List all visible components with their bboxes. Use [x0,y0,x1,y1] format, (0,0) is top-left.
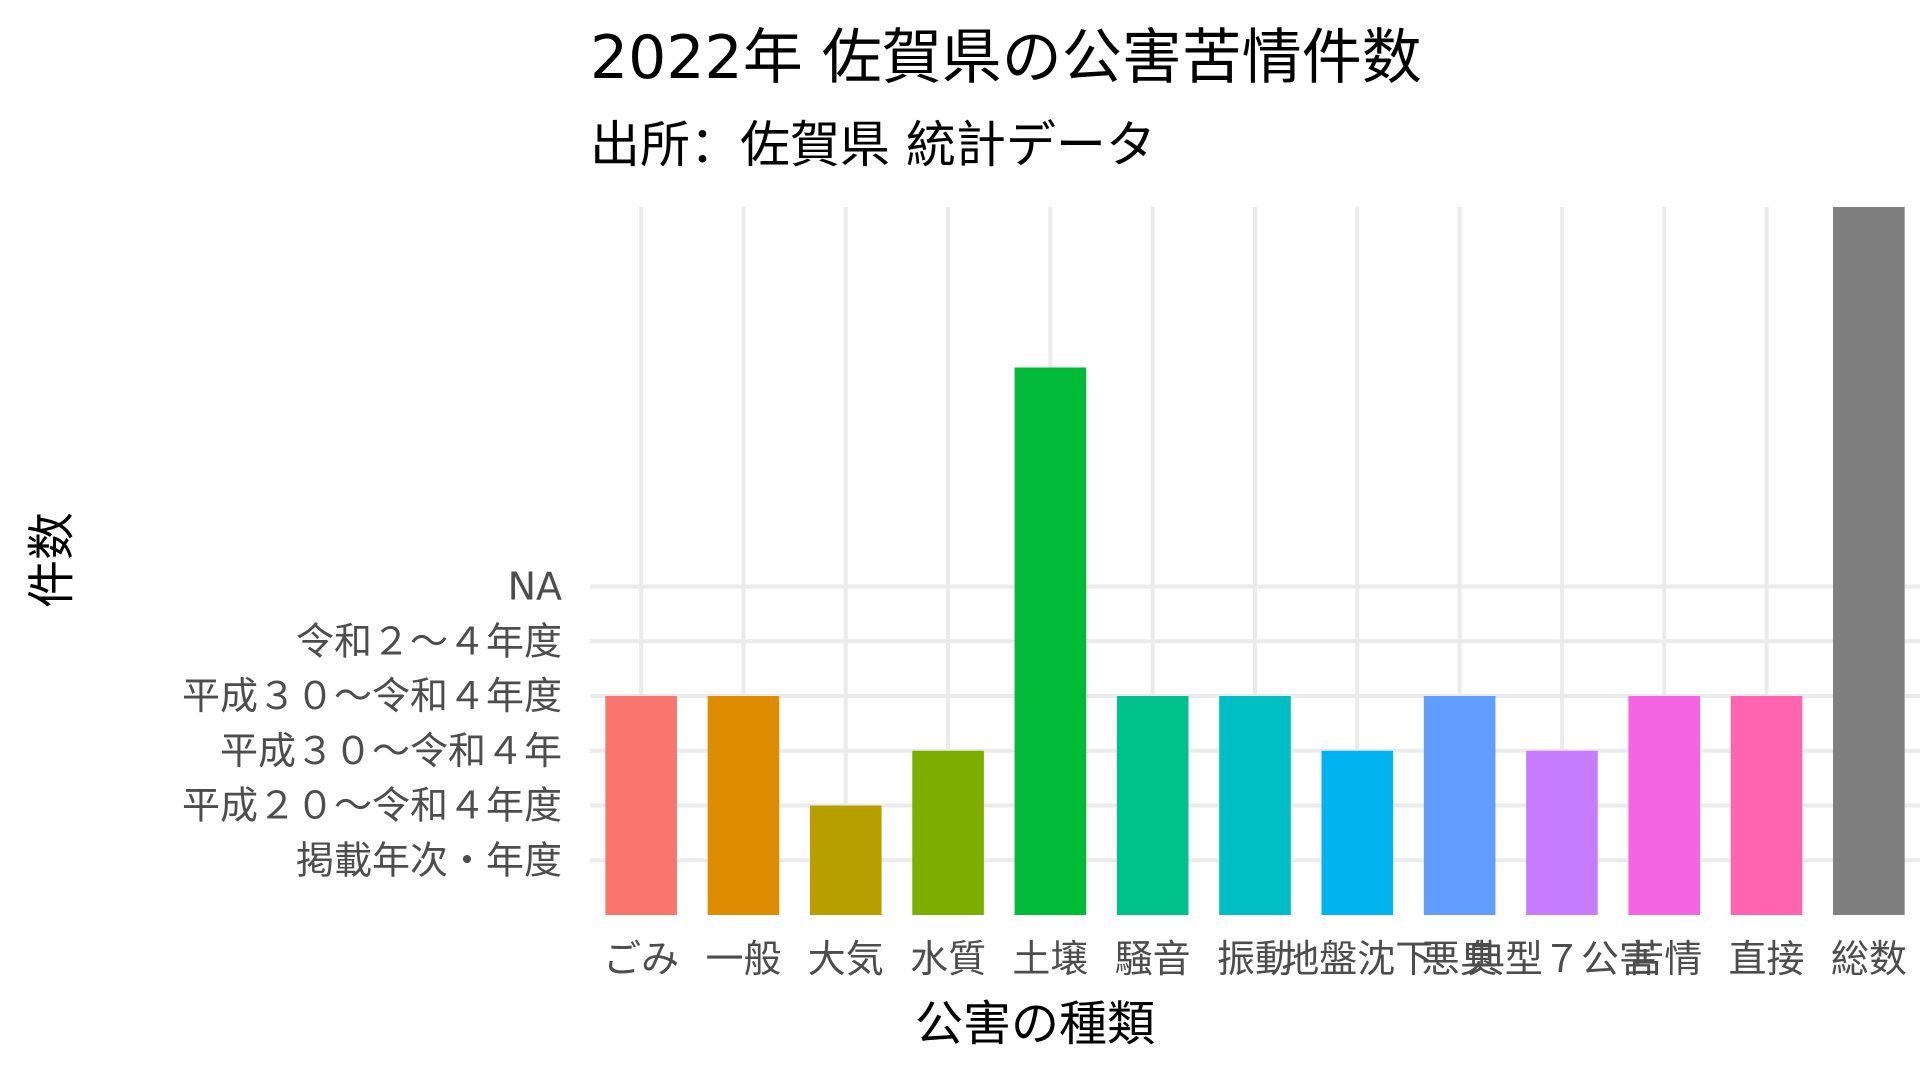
bar-7 [1219,696,1291,915]
y-tick-label: 掲載年次・年度 [296,838,562,882]
x-axis-title: 公害の種類 [915,996,1155,1052]
y-tick-label: 令和２～４年度 [296,619,562,663]
x-tick-label: 総数 [1831,937,1907,981]
y-tick-label: 平成２０～令和４年度 [182,784,562,828]
bar-3 [809,805,882,915]
x-tick-label: 土壌 [1012,937,1088,981]
x-tick-label: 地盤沈下 [1281,937,1433,981]
chart-title: 2022年 佐賀県の公害苦情件数 [590,23,1422,93]
x-tick-label: 大気 [808,937,884,981]
bar-8 [1321,750,1394,915]
bar-13 [1833,207,1905,915]
bar-9 [1423,696,1496,915]
bar-6 [1116,696,1189,915]
bar-5 [1014,367,1087,915]
x-tick-label: ごみ [603,937,679,981]
x-tick-label: 振動 [1217,937,1293,981]
bar-1 [605,696,677,915]
y-axis-title: 件数 [24,512,80,608]
bar-2 [707,696,780,915]
y-tick-label: 平成３０～令和４年 [220,729,562,773]
bars [605,207,1905,915]
y-tick-label: 平成３０～令和４年度 [182,674,562,718]
x-tick-label: 直接 [1729,937,1805,981]
chart-subtitle: 出所：佐賀県 統計データ [590,116,1156,174]
x-tick-label: 一般 [705,937,781,981]
bar-11 [1628,696,1701,915]
y-tick-labels: 掲載年次・年度 平成２０～令和４年度 平成３０～令和４年 平成３０～令和４年度 令和２～… [182,565,562,883]
bar-12 [1730,696,1803,915]
bar-4 [912,750,984,915]
y-tick-label: NA [508,565,562,609]
bar-10 [1526,750,1598,915]
x-tick-label: 悪臭 [1422,937,1498,981]
x-tick-label: 騒音 [1115,937,1191,981]
x-tick-label: 典型７公害 [1467,937,1657,981]
x-tick-label: 苦情 [1626,937,1702,981]
x-tick-label: 水質 [910,937,986,981]
